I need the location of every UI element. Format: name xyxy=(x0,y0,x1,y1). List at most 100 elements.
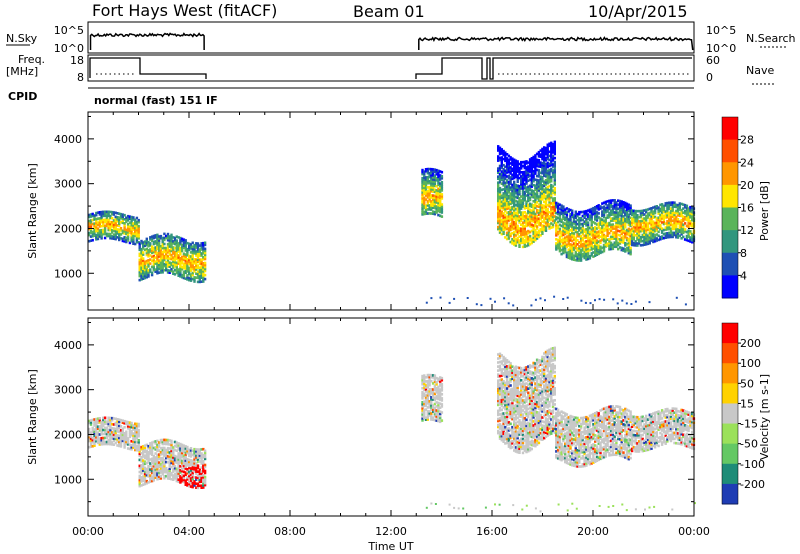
echo-cell xyxy=(191,245,194,249)
echo-cell xyxy=(156,469,159,473)
echo-cell xyxy=(163,268,166,272)
echo-cell xyxy=(537,199,541,202)
echo-cell xyxy=(502,176,505,179)
echo-cell xyxy=(503,297,506,300)
echo-cell xyxy=(539,297,542,300)
echo-cell xyxy=(166,236,170,240)
echo-cell xyxy=(532,238,535,241)
echo-cell xyxy=(653,223,657,227)
echo-cell xyxy=(597,222,600,225)
echo-cell xyxy=(175,469,178,473)
echo-cell xyxy=(511,157,514,160)
echo-cell xyxy=(539,191,542,195)
echo-cell xyxy=(186,468,189,471)
echo-cell xyxy=(498,356,502,360)
echo-cell xyxy=(177,236,180,239)
echo-cell xyxy=(426,373,429,377)
echo-cell xyxy=(650,231,653,234)
echo-cell xyxy=(675,219,678,223)
echo-cell xyxy=(193,270,196,273)
echo-cell xyxy=(509,162,512,165)
echo-cell xyxy=(179,450,182,454)
echo-cell xyxy=(175,267,178,271)
echo-cell xyxy=(689,210,692,213)
echo-cell xyxy=(571,247,574,251)
echo-cell xyxy=(504,228,507,231)
echo-cell xyxy=(156,251,159,255)
echo-cell xyxy=(200,454,203,457)
echo-cell xyxy=(123,419,126,423)
echo-cell xyxy=(505,185,509,188)
echo-cell xyxy=(431,394,435,397)
echo-cell xyxy=(555,238,558,241)
echo-cell xyxy=(608,244,611,247)
echo-cell xyxy=(497,207,500,211)
echo-cell xyxy=(95,417,98,421)
echo-cell xyxy=(157,249,161,252)
echo-cell xyxy=(553,201,556,204)
echo-cell xyxy=(170,235,173,239)
echo-cell xyxy=(521,227,525,230)
echo-cell xyxy=(682,235,685,239)
echo-cell xyxy=(435,170,438,174)
echo-cell xyxy=(636,209,639,213)
echo-cell xyxy=(637,226,641,229)
echo-cell xyxy=(137,218,140,222)
echo-cell xyxy=(516,170,519,173)
echo-cell xyxy=(551,219,555,223)
cpid-text: normal (fast) 151 IF xyxy=(94,94,218,107)
echo-cell xyxy=(581,255,584,258)
echo-cell xyxy=(685,230,689,234)
echo-cell xyxy=(145,243,148,247)
echo-cell xyxy=(140,241,143,245)
echo-cell xyxy=(624,209,627,213)
echo-cell xyxy=(601,238,604,242)
echo-cell xyxy=(149,268,152,271)
echo-cell xyxy=(125,438,128,442)
echo-cell xyxy=(553,166,556,170)
echo-cell xyxy=(116,220,119,223)
echo-cell xyxy=(629,250,632,254)
echo-cell xyxy=(145,261,148,265)
echo-cell xyxy=(599,249,602,253)
echo-cell xyxy=(636,230,639,233)
echo-cell xyxy=(544,181,548,184)
echo-cell xyxy=(689,212,692,215)
echo-cell xyxy=(123,446,126,449)
echo-cell xyxy=(682,231,685,235)
echo-cell xyxy=(625,232,629,236)
echo-cell xyxy=(105,224,109,228)
echo-cell xyxy=(145,451,148,455)
echo-cell xyxy=(103,436,107,440)
echo-cell xyxy=(166,461,170,464)
echo-cell xyxy=(504,185,507,189)
echo-cell xyxy=(646,226,650,229)
echo-cell xyxy=(523,170,526,174)
echo-cell xyxy=(480,304,483,307)
echo-cell xyxy=(180,467,184,471)
echo-cell xyxy=(532,183,535,187)
echo-cell xyxy=(200,242,203,245)
echo-cell xyxy=(680,233,683,236)
echo-cell xyxy=(166,242,170,246)
echo-cell xyxy=(154,476,157,479)
echo-cell xyxy=(586,253,590,257)
echo-cell xyxy=(615,205,618,208)
echo-cell xyxy=(511,197,514,201)
echo-cell xyxy=(189,485,193,488)
echo-cell xyxy=(617,217,620,221)
echo-cell xyxy=(428,206,431,209)
echo-cell xyxy=(520,213,523,216)
echo-cell xyxy=(527,209,530,213)
echo-cell xyxy=(137,237,140,240)
echo-cell xyxy=(435,197,438,200)
echo-cell xyxy=(149,254,152,257)
echo-cell xyxy=(641,229,644,233)
echo-cell xyxy=(608,215,611,219)
echo-cell xyxy=(89,239,93,242)
echo-cell xyxy=(142,263,145,266)
echo-cell xyxy=(96,421,100,424)
echo-cell xyxy=(539,201,542,205)
echo-cell xyxy=(558,223,562,227)
echo-cell xyxy=(186,278,189,281)
